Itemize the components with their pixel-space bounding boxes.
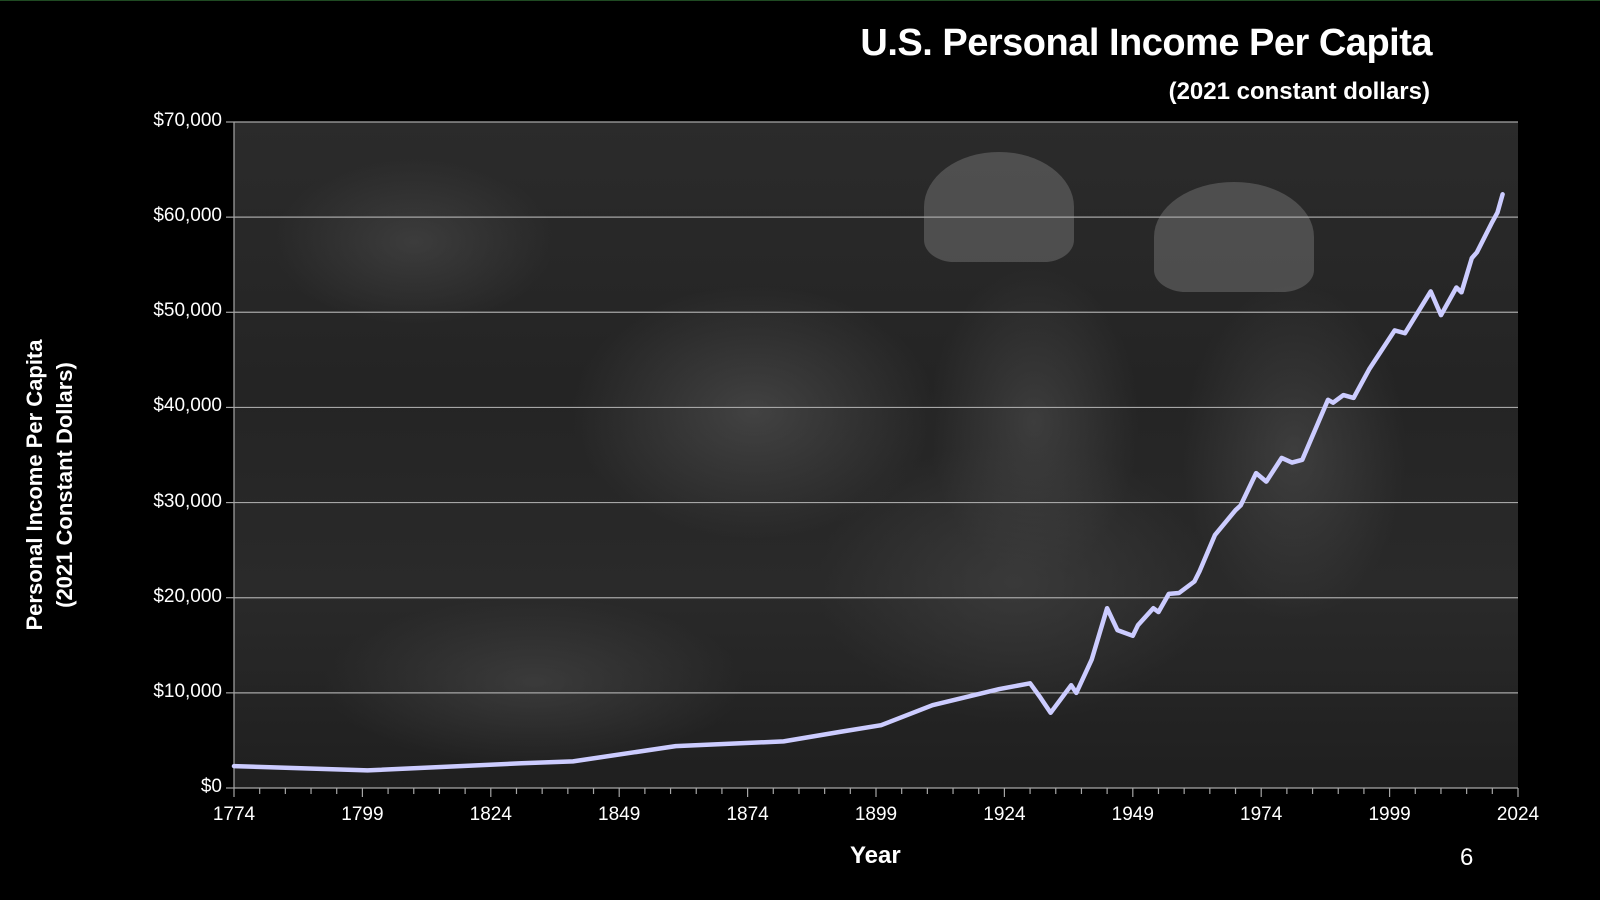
y-tick-label: $10,000	[153, 680, 222, 702]
x-tick-label: 1874	[726, 804, 769, 825]
y-tick-label: $30,000	[153, 490, 222, 512]
x-tick-label: 1824	[469, 804, 512, 825]
chart-subtitle: (2021 constant dollars)	[1168, 78, 1430, 105]
page-number: 6	[1460, 844, 1474, 871]
x-tick-label: 1799	[341, 804, 384, 825]
income-line-series	[231, 192, 1505, 773]
top-rule	[0, 0, 1600, 1]
x-axis-label: Year	[850, 842, 901, 869]
x-tick-label: 1774	[212, 804, 256, 825]
y-tick-label: $70,000	[153, 110, 222, 131]
y-tick-label: $20,000	[153, 585, 222, 607]
y-tick-label: $40,000	[153, 395, 222, 417]
x-tick-label: 1924	[983, 804, 1026, 825]
x-tick-label: 1974	[1240, 804, 1283, 825]
helmet-left	[924, 152, 1074, 262]
x-tick-label: 1899	[854, 804, 898, 825]
x-tick-label: 2024	[1496, 804, 1540, 825]
y-tick-label: $60,000	[153, 205, 222, 227]
x-tick-label: 1949	[1111, 804, 1154, 825]
chart-title: U.S. Personal Income Per Capita	[860, 22, 1432, 64]
y-tick-label: $50,000	[153, 300, 222, 322]
y-tick-label: $0	[200, 776, 222, 797]
x-tick-label: 1849	[598, 804, 641, 825]
helmet-right	[1154, 182, 1314, 292]
x-tick-label: 1999	[1368, 804, 1411, 825]
